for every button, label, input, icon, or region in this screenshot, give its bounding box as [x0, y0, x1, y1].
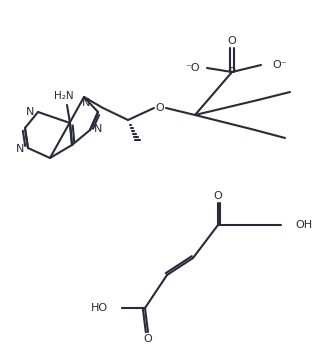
Text: P: P	[229, 67, 236, 77]
Text: N: N	[16, 144, 24, 154]
Text: O⁻: O⁻	[272, 60, 287, 70]
Text: H₂N: H₂N	[54, 91, 74, 101]
Text: N: N	[26, 107, 34, 117]
Text: O: O	[144, 334, 153, 344]
Text: O: O	[228, 36, 236, 46]
Text: HO: HO	[91, 303, 108, 313]
Text: O: O	[155, 103, 164, 113]
Text: N: N	[82, 98, 90, 108]
Text: N: N	[94, 124, 102, 134]
Text: ⁻O: ⁻O	[185, 63, 200, 73]
Text: OH: OH	[295, 220, 312, 230]
Text: O: O	[214, 191, 222, 201]
